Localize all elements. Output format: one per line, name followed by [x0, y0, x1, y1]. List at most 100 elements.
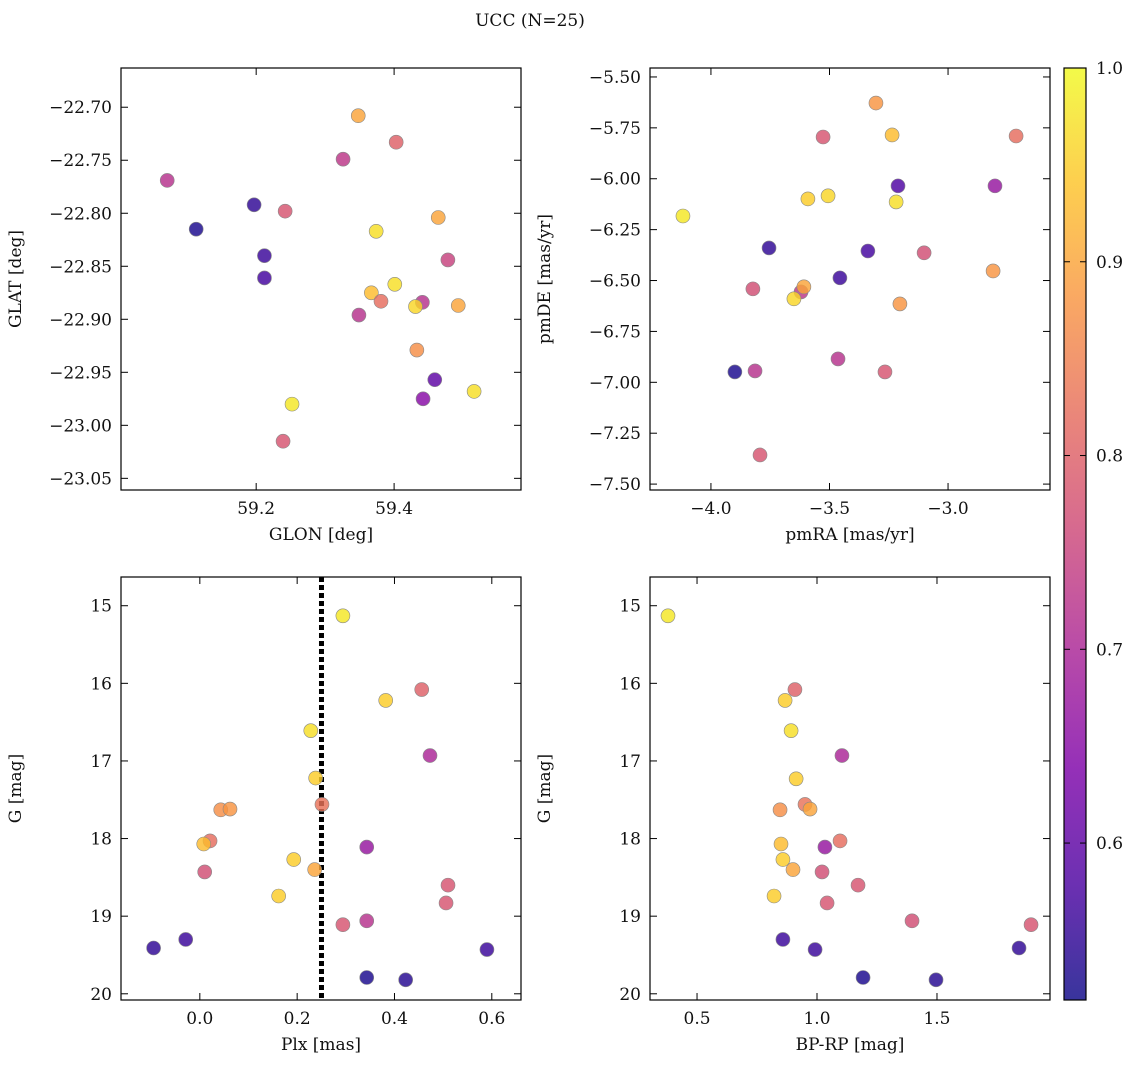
star-point	[430, 210, 446, 225]
y-tick-label: −22.80	[49, 204, 112, 224]
star-point	[438, 895, 454, 911]
star-point	[314, 797, 330, 812]
star-point	[888, 194, 904, 210]
x-axis-label: pmRA [mas/yr]	[785, 525, 914, 545]
colorbar-gradient	[1064, 68, 1086, 1000]
y-tick-label: −7.00	[589, 373, 641, 393]
star-point	[335, 917, 351, 933]
star-point	[335, 608, 351, 624]
star-point	[800, 191, 816, 207]
star-point	[303, 723, 319, 738]
star-point	[985, 263, 1001, 279]
star-point	[775, 932, 791, 947]
star-point	[257, 248, 272, 263]
star-point	[832, 833, 848, 849]
x-tick-label: 0.4	[381, 1009, 408, 1029]
star-point	[178, 932, 194, 947]
x-tick-label: 0.5	[684, 1009, 711, 1029]
star-point	[277, 203, 293, 219]
y-tick-label: −23.00	[49, 416, 112, 436]
colorbar-tick-label: 0.8	[1096, 447, 1123, 467]
axes-frame	[649, 67, 1051, 491]
star-point	[350, 108, 366, 124]
x-axis-label: GLON [deg]	[269, 525, 373, 545]
x-tick-label: 0.2	[284, 1009, 311, 1029]
y-tick-label: −22.90	[49, 310, 112, 330]
star-point	[877, 364, 893, 380]
y-axis-label: G [mag]	[535, 754, 555, 823]
y-tick-label: 18	[619, 830, 641, 850]
x-tick-label: 59.4	[375, 499, 413, 519]
y-tick-label: 20	[90, 985, 112, 1005]
star-point	[368, 223, 384, 239]
star-point	[307, 862, 322, 877]
y-tick-label: 15	[90, 597, 112, 617]
figure-title: UCC (N=25)	[475, 11, 585, 31]
x-tick-label: 59.2	[237, 499, 275, 519]
star-point	[196, 836, 212, 852]
y-tick-label: 19	[90, 907, 112, 927]
x-tick-label: 0.6	[478, 1009, 505, 1029]
star-point	[408, 299, 423, 314]
panel: −4.0 −3.5 −3.0 −5.50 −5.75 −6.00 −6.25 −6.50 −6.…	[535, 67, 1051, 545]
star-point	[1008, 128, 1024, 144]
star-point	[855, 970, 871, 985]
y-tick-label: 16	[619, 674, 641, 694]
star-point	[814, 864, 830, 880]
x-axis-label: BP-RP [mag]	[796, 1035, 905, 1055]
star-point	[246, 197, 262, 213]
star-point	[440, 252, 456, 268]
star-point	[868, 95, 884, 111]
star-point	[286, 852, 302, 867]
x-tick-label: −3.5	[809, 499, 850, 519]
star-point	[359, 970, 375, 985]
y-tick-label: 19	[619, 907, 641, 927]
star-point	[928, 972, 944, 988]
x-tick-label: 1.0	[803, 1009, 830, 1029]
star-point	[222, 801, 238, 817]
star-point	[188, 221, 204, 237]
star-point	[387, 277, 403, 292]
colorbar-frame	[1063, 67, 1087, 1001]
star-point	[786, 291, 802, 307]
star-point	[388, 134, 404, 150]
y-tick-label: 20	[619, 985, 641, 1005]
star-point	[308, 770, 323, 786]
y-tick-label: −5.75	[589, 119, 641, 139]
star-point	[820, 188, 836, 204]
star-point	[890, 178, 906, 194]
y-tick-label: −22.85	[49, 257, 112, 277]
y-tick-label: 16	[90, 674, 112, 694]
star-point	[146, 940, 161, 956]
star-point	[807, 942, 823, 957]
y-tick-label: 17	[619, 752, 641, 772]
x-axis-label: Plx [mas]	[281, 1035, 361, 1055]
star-point	[815, 129, 831, 145]
y-tick-label: −6.25	[589, 221, 641, 241]
y-tick-label: −7.50	[589, 475, 641, 495]
y-tick-label: 18	[90, 830, 112, 850]
star-point	[466, 384, 482, 399]
star-point	[271, 888, 286, 904]
colorbar-tick-label: 0.6	[1096, 834, 1123, 854]
star-point	[850, 877, 866, 893]
star-point	[892, 296, 908, 312]
star-point	[916, 245, 932, 261]
star-point	[884, 127, 900, 143]
star-point	[777, 693, 793, 708]
star-point	[359, 913, 375, 929]
colorbar-tick-label: 1.0	[1096, 59, 1123, 79]
star-point	[197, 864, 212, 880]
star-point	[415, 391, 431, 407]
star-point	[787, 682, 803, 697]
y-tick-label: −22.75	[49, 151, 112, 171]
colorbar-tick-label: 0.7	[1096, 640, 1123, 660]
y-tick-label: −22.70	[49, 98, 112, 118]
star-point	[335, 151, 351, 167]
star-point	[373, 293, 389, 309]
star-point	[422, 748, 438, 763]
star-point	[378, 693, 394, 708]
star-point	[479, 942, 495, 957]
star-point	[440, 877, 456, 893]
